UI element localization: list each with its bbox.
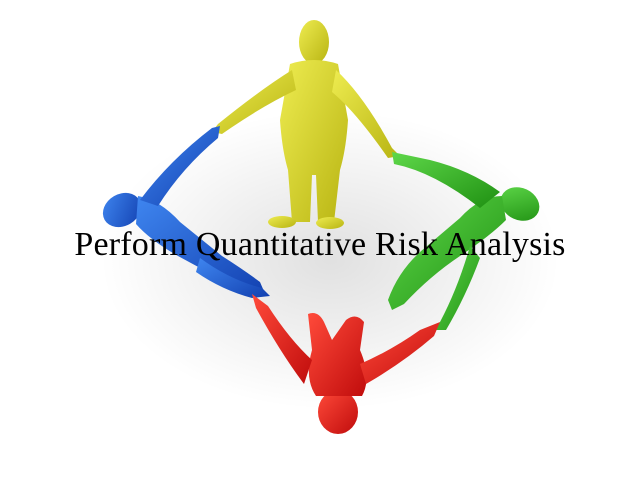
green-head: [500, 187, 540, 221]
red-figure: [252, 294, 440, 434]
red-left-arm: [252, 294, 312, 384]
red-body: [308, 313, 367, 396]
slide-title: Perform Quantitative Risk Analysis: [74, 226, 566, 263]
yellow-head: [299, 20, 329, 64]
blue-head: [102, 192, 142, 228]
blue-lower-arm: [196, 258, 270, 298]
green-lower-arm: [434, 246, 480, 330]
blue-upper-arm: [140, 126, 220, 206]
yellow-right-foot: [316, 217, 344, 229]
green-body: [388, 196, 506, 310]
yellow-right-arm: [332, 70, 400, 158]
yellow-left-arm: [212, 70, 296, 134]
yellow-left-foot: [268, 216, 296, 228]
blue-figure: [102, 126, 270, 298]
red-right-arm: [360, 322, 440, 384]
blue-body: [136, 196, 266, 296]
yellow-body: [280, 60, 348, 222]
floor-shadow: [100, 110, 560, 410]
yellow-figure: [212, 20, 400, 229]
green-figure: [388, 152, 540, 330]
red-head: [318, 390, 358, 434]
green-upper-arm: [392, 152, 500, 208]
